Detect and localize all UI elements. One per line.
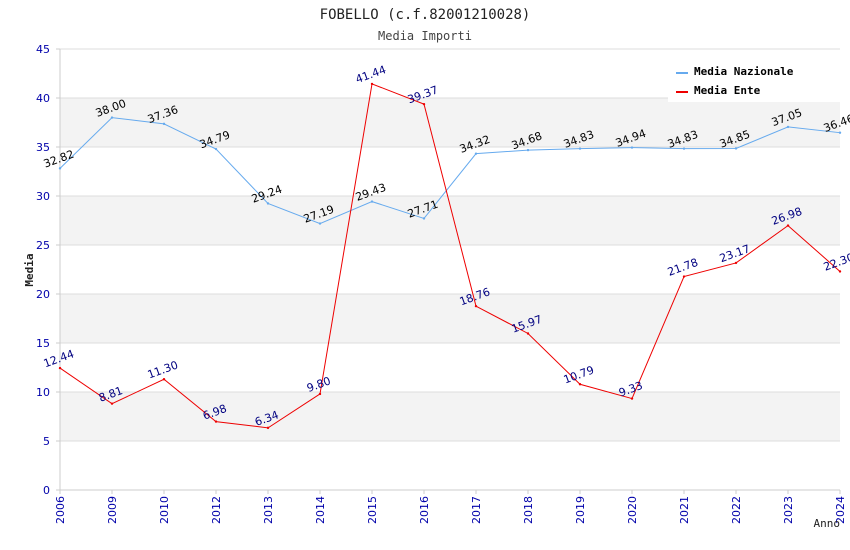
data-point xyxy=(266,426,270,430)
series-line-media-nazionale xyxy=(59,117,841,225)
y-tick-label: 40 xyxy=(36,92,50,105)
data-point xyxy=(734,147,738,150)
data-point xyxy=(162,378,166,381)
y-tick-label: 20 xyxy=(36,288,50,301)
y-axis-label: Media xyxy=(23,253,36,286)
x-axis-label: Anno xyxy=(814,517,841,530)
data-point xyxy=(578,147,582,150)
x-axis-ticks: 2006 2009 2010 2012 2013 2014 2015 2016 2017 2018… xyxy=(54,490,847,524)
x-tick-label: 2013 xyxy=(262,496,275,524)
x-tick-label: 2023 xyxy=(782,496,795,524)
x-tick-label: 2020 xyxy=(626,496,639,524)
chart-subtitle: Media Importi xyxy=(378,29,472,43)
x-tick-label: 2019 xyxy=(574,496,587,524)
x-tick-label: 2012 xyxy=(210,496,223,524)
x-tick-label: 2015 xyxy=(366,496,379,524)
data-label: 12.44 xyxy=(42,347,76,370)
legend-label-media-ente: Media Ente xyxy=(694,84,761,97)
background-bands xyxy=(60,98,840,441)
x-tick-label: 2014 xyxy=(314,496,327,524)
series-line-media-ente xyxy=(59,83,841,429)
data-point xyxy=(786,224,790,227)
grid-band xyxy=(60,392,840,441)
data-point xyxy=(318,392,322,396)
x-tick-label: 2016 xyxy=(418,496,431,524)
data-point xyxy=(630,146,634,149)
data-point xyxy=(214,147,218,151)
data-point xyxy=(318,222,322,225)
legend: Media Nazionale Media Ente xyxy=(668,58,840,102)
data-point xyxy=(370,82,374,86)
data-point xyxy=(370,200,374,203)
data-point xyxy=(578,383,582,386)
data-point xyxy=(838,131,842,134)
data-point xyxy=(422,217,426,220)
chart-title: FOBELLO (c.f.82001210028) xyxy=(320,7,531,23)
data-point xyxy=(630,397,634,400)
y-tick-label: 30 xyxy=(36,190,50,203)
legend-background xyxy=(668,58,840,102)
data-point xyxy=(526,148,530,152)
data-point xyxy=(682,275,686,278)
data-point xyxy=(682,147,686,150)
y-tick-label: 45 xyxy=(36,43,50,56)
data-label: 41.44 xyxy=(354,63,388,86)
data-point xyxy=(734,261,738,265)
data-point xyxy=(474,152,478,155)
data-label: 21.78 xyxy=(666,256,700,279)
data-point xyxy=(422,102,426,106)
x-tick-label: 2017 xyxy=(470,496,483,524)
data-label: 23.17 xyxy=(718,242,752,265)
y-tick-label: 10 xyxy=(36,386,50,399)
y-tick-label: 35 xyxy=(36,141,50,154)
y-tick-label: 5 xyxy=(43,435,50,448)
y-tick-label: 0 xyxy=(43,484,50,497)
data-point xyxy=(162,122,166,126)
x-tick-label: 2006 xyxy=(54,496,67,524)
data-point xyxy=(474,304,478,308)
axes xyxy=(59,49,840,491)
data-label: 11.30 xyxy=(146,358,180,381)
data-point xyxy=(266,202,270,205)
grid-band xyxy=(60,98,840,147)
data-point xyxy=(214,420,218,423)
x-tick-label: 2018 xyxy=(522,496,535,524)
series-lines xyxy=(58,82,842,430)
data-point xyxy=(838,270,842,273)
y-tick-label: 15 xyxy=(36,337,50,350)
x-tick-label: 2022 xyxy=(730,496,743,524)
data-point xyxy=(110,402,114,405)
data-label: 22.30 xyxy=(822,251,850,274)
legend-label-media-nazionale: Media Nazionale xyxy=(694,65,794,78)
data-point xyxy=(58,366,62,370)
x-tick-label: 2021 xyxy=(678,496,691,524)
y-tick-label: 25 xyxy=(36,239,50,252)
x-tick-label: 2010 xyxy=(158,496,171,524)
y-axis-ticks: 0 5 10 15 20 25 30 35 40 45 xyxy=(36,43,60,497)
data-point xyxy=(786,125,790,129)
data-point xyxy=(58,167,62,170)
data-point xyxy=(110,116,114,119)
x-tick-label: 2009 xyxy=(106,496,119,524)
grid-band xyxy=(60,294,840,343)
data-point xyxy=(526,332,530,335)
x-tick-label: 2024 xyxy=(834,496,847,524)
